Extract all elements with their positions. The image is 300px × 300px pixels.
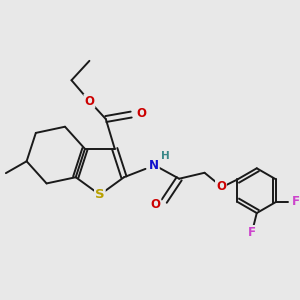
Text: O: O	[136, 106, 147, 120]
Text: O: O	[150, 198, 160, 211]
Text: O: O	[84, 94, 94, 108]
Text: S: S	[95, 188, 105, 201]
Text: O: O	[216, 180, 226, 193]
Text: F: F	[292, 195, 299, 208]
Text: H: H	[161, 151, 170, 161]
Text: N: N	[149, 159, 159, 172]
Text: F: F	[248, 226, 256, 239]
